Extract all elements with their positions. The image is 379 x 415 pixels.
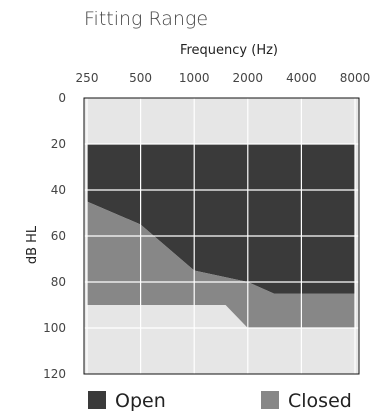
legend-label-open: Open <box>115 390 166 412</box>
y-tick-label: 20 <box>51 137 66 151</box>
series-band-open <box>87 144 355 294</box>
legend-label-closed: Closed <box>288 390 352 412</box>
x-tick-label: 2000 <box>233 71 264 85</box>
y-tick-label: 60 <box>51 229 66 243</box>
series-band-closed <box>87 201 355 328</box>
x-tick-label: 8000 <box>340 71 371 85</box>
chart-title: Fitting Range <box>84 8 209 30</box>
y-tick-label: 100 <box>43 321 66 335</box>
y-tick-label: 40 <box>51 183 66 197</box>
legend: Open Closed <box>88 390 352 412</box>
plot-frame <box>83 97 360 375</box>
x-tick-labels: 250 500 1000 2000 4000 8000 <box>76 71 371 85</box>
x-axis-label: Frequency (Hz) <box>180 43 278 58</box>
x-tick-label: 500 <box>129 71 152 85</box>
legend-swatch-closed <box>261 391 279 409</box>
y-tick-labels: 0 20 40 60 80 100 120 <box>43 91 66 381</box>
legend-swatch-open <box>88 391 106 409</box>
y-tick-label: 80 <box>51 275 66 289</box>
y-tick-label: 0 <box>58 91 66 105</box>
x-tick-label: 1000 <box>179 71 210 85</box>
plot-area <box>83 97 360 375</box>
y-axis-label: dB HL <box>25 225 40 264</box>
x-tick-label: 250 <box>76 71 99 85</box>
y-tick-label: 120 <box>43 367 66 381</box>
x-tick-label: 4000 <box>286 71 317 85</box>
